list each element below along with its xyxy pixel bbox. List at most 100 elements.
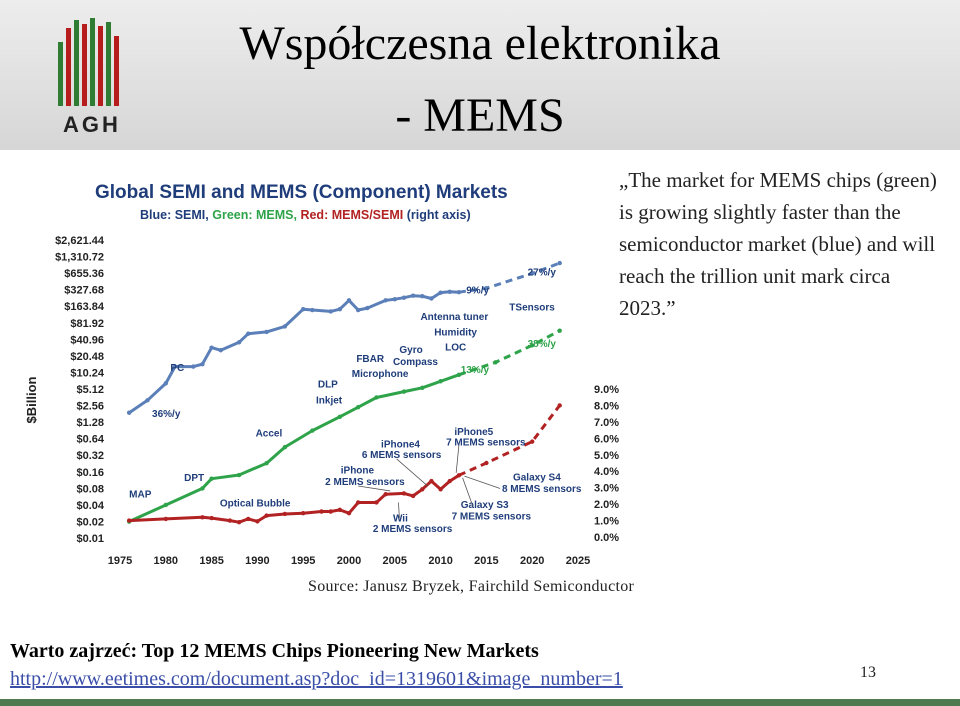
y2-tick-label: 7.0% — [594, 417, 619, 429]
y-tick-label: $20.48 — [70, 351, 104, 363]
x-tick-label: 1995 — [291, 555, 315, 567]
y-tick-label: $2,621.44 — [55, 235, 105, 247]
data-point — [255, 519, 260, 524]
data-point — [374, 395, 379, 400]
data-point — [383, 298, 388, 303]
series-forecast-semi — [458, 261, 561, 294]
chart-annotation: 7 MEMS sensors — [452, 512, 532, 523]
chart-annotation: Humidity — [434, 328, 477, 339]
data-point — [200, 515, 205, 520]
data-point — [236, 340, 242, 345]
agh-logo: AGH — [58, 18, 121, 137]
data-point — [200, 362, 205, 367]
data-point — [438, 379, 443, 384]
annotation-leader — [464, 475, 501, 489]
y-tick-label: $0.08 — [76, 483, 104, 495]
article-link[interactable]: http://www.eetimes.com/document.asp?doc_… — [10, 668, 623, 690]
data-point — [420, 293, 425, 299]
data-point — [264, 513, 269, 518]
page-number: 13 — [860, 664, 876, 681]
chart-axes: $2,621.44 $1,310.72 $655.36 $327.68 $163.84 $… — [55, 235, 619, 567]
data-point — [355, 307, 361, 313]
y-tick-label: $0.16 — [76, 467, 104, 479]
chart-annotation: iPhone — [341, 466, 375, 477]
data-point — [530, 343, 535, 348]
data-point — [191, 364, 196, 369]
data-point — [401, 389, 407, 394]
data-point — [282, 324, 288, 329]
y-tick-label: $2.56 — [76, 401, 104, 413]
chart-annotation: Optical Bubble — [220, 499, 291, 510]
chart-annotation: Compass — [393, 357, 438, 368]
data-point — [530, 439, 535, 444]
chart-annotation: PC — [170, 363, 184, 374]
y-tick-label: $0.64 — [76, 434, 104, 446]
y-tick-label: $40.96 — [70, 334, 104, 346]
series-line-semi — [128, 290, 459, 414]
data-point — [557, 328, 562, 333]
data-point — [310, 307, 315, 313]
data-point — [310, 428, 315, 433]
y2-tick-label: 6.0% — [594, 433, 619, 445]
series-forecast-mems-semi — [458, 404, 561, 477]
chart-annotation: Gyro — [399, 345, 422, 356]
data-point — [401, 295, 407, 300]
y2-tick-label: 0.0% — [594, 532, 619, 544]
logo-text: AGH — [63, 112, 121, 137]
y2-tick-label: 5.0% — [594, 450, 619, 462]
data-point — [264, 329, 269, 335]
y-tick-label: $0.32 — [76, 450, 104, 462]
chart-annotation: iPhone4 — [381, 439, 420, 450]
chart-subtitle-part: Red: MEMS/SEMI — [300, 208, 406, 222]
data-point — [374, 500, 379, 505]
chart-series — [126, 260, 562, 525]
x-tick-label: 1975 — [108, 555, 132, 567]
chart-annotation: LOC — [445, 342, 466, 353]
data-point — [209, 476, 214, 481]
chart-annotation: DPT — [184, 473, 204, 484]
data-point — [383, 492, 388, 497]
data-point — [163, 502, 168, 508]
chart-subtitle-part: Green: MEMS, — [212, 208, 300, 222]
y2-tick-label: 8.0% — [594, 400, 619, 412]
data-point — [236, 472, 242, 478]
data-point — [126, 518, 132, 523]
y2-tick-label: 1.0% — [594, 516, 619, 528]
y-tick-label: $163.84 — [64, 301, 105, 313]
x-tick-label: 1990 — [245, 555, 269, 567]
growth-rate-label: 38%/y — [528, 339, 557, 350]
data-point — [484, 460, 489, 466]
data-point — [282, 511, 288, 517]
chart-annotations: 36%/y 9%/y 27%/y 38%/y 13%/y MAP DPT Accel PC DLP… — [129, 267, 582, 535]
data-point — [420, 487, 425, 492]
y-tick-label: $0.01 — [76, 533, 104, 545]
chart-annotation: Galaxy S3 — [461, 500, 509, 511]
chart-annotation: MAP — [129, 489, 152, 500]
annotation-leader — [398, 502, 400, 519]
chart-annotation: Microphone — [352, 369, 409, 380]
y2-tick-label: 9.0% — [594, 384, 619, 396]
x-tick-label: 2010 — [428, 555, 452, 567]
data-point — [163, 516, 168, 522]
data-point — [530, 271, 535, 276]
data-point — [456, 289, 462, 295]
source-caption: Source: Janusz Bryzek, Fairchild Semicon… — [308, 578, 635, 595]
data-point — [227, 518, 233, 523]
data-point — [410, 293, 416, 298]
data-point — [337, 507, 343, 513]
data-point — [456, 372, 462, 378]
data-point — [557, 260, 562, 266]
data-point — [282, 444, 288, 450]
data-point — [172, 364, 178, 369]
data-point — [401, 491, 407, 496]
slide-title-line1: Współczesna elektronika — [239, 17, 721, 70]
bottom-rule — [0, 699, 960, 706]
x-tick-label: 2020 — [520, 555, 544, 567]
x-tick-label: 1985 — [199, 555, 223, 567]
data-point — [346, 298, 352, 303]
y-tick-label: $655.36 — [64, 268, 104, 280]
data-point — [145, 398, 150, 403]
chart-annotation: Antenna tuner — [420, 312, 488, 323]
data-point — [392, 297, 397, 302]
y-tick-label: $0.02 — [76, 516, 104, 528]
